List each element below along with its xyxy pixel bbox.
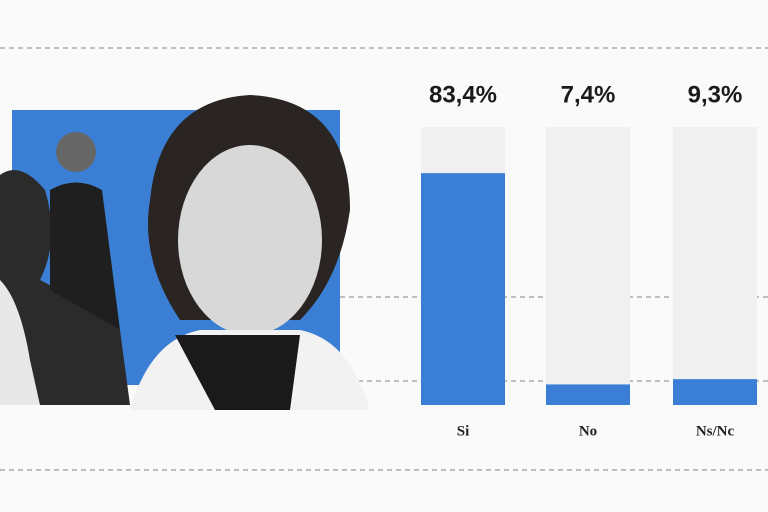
value-label: 7,4% xyxy=(561,81,616,108)
bar xyxy=(673,379,757,405)
x-tick-label: Si xyxy=(457,423,470,439)
bar-track xyxy=(673,127,757,405)
head-middle xyxy=(56,132,96,172)
photo xyxy=(0,95,370,410)
bar xyxy=(421,173,505,405)
bar xyxy=(546,384,630,405)
x-tick-label: No xyxy=(579,423,597,439)
person-left xyxy=(0,170,130,405)
bar-track xyxy=(546,127,630,405)
face-woman xyxy=(178,145,322,335)
value-label: 9,3% xyxy=(688,81,743,108)
x-tick-label: Ns/Nc xyxy=(696,423,735,439)
top-woman xyxy=(175,335,300,410)
value-label: 83,4% xyxy=(429,81,497,108)
person-middle xyxy=(50,182,120,330)
shirt-left xyxy=(0,280,40,405)
